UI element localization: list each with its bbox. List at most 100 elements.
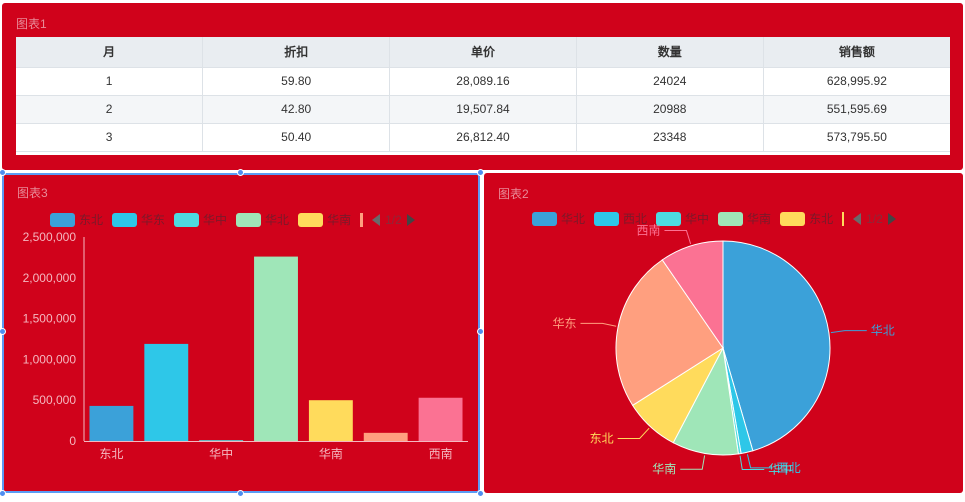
legend-overflow-swatch — [842, 211, 845, 226]
resize-handle[interactable] — [477, 490, 484, 497]
legend-item[interactable]: 华东 — [112, 211, 165, 228]
legend-pager: 1/2 — [372, 213, 415, 227]
legend-swatch — [532, 211, 557, 226]
chart-legend: 东北 华东 华中 华北 华南 1/2 — [50, 211, 415, 228]
table-cell: 573,795.50 — [763, 123, 950, 152]
pie-slice-西南[interactable] — [661, 240, 724, 350]
bar-西北[interactable] — [363, 432, 408, 441]
table-cell: 2 — [16, 95, 204, 124]
bar-华北[interactable] — [254, 256, 298, 441]
legend-label: 华北 — [265, 213, 290, 227]
resize-handle[interactable] — [237, 169, 244, 176]
prev-page-icon[interactable] — [853, 212, 862, 225]
legend-item[interactable]: 华北 — [532, 210, 585, 227]
next-page-icon[interactable] — [406, 213, 415, 226]
pie-label-line — [580, 322, 617, 327]
prev-page-icon[interactable] — [372, 213, 381, 226]
bar-华东[interactable] — [144, 343, 189, 441]
pie-slice-华北[interactable] — [722, 240, 831, 452]
chart-panel-2[interactable]: 图表2 华北 西北 华中 华南 东北 1/2 华北 西北 华中 华南 东北 华东 西南 — [484, 173, 963, 493]
pie-label: 西北 — [777, 461, 801, 475]
y-tick-label: 1,500,000 — [23, 312, 77, 326]
table-cell: 50.40 — [202, 123, 391, 152]
next-page-icon[interactable] — [887, 212, 896, 225]
legend-label: 西北 — [623, 212, 648, 226]
pie-label-line — [739, 455, 765, 470]
pie-label: 西南 — [636, 223, 660, 238]
x-tick-label: 华中 — [209, 446, 233, 461]
table-cell: 59.80 — [202, 67, 391, 96]
table-row: 3 50.40 26,812.40 23348 573,795.50 — [16, 123, 950, 152]
legend-swatch — [594, 211, 620, 226]
pie-label-line — [680, 455, 706, 470]
pie-label-line — [830, 330, 867, 334]
legend-swatch — [656, 211, 682, 226]
chart-panel-3[interactable]: 图表3 东北 华东 华中 华北 华南 1/2 0 500,000 1,000,000… — [2, 173, 480, 493]
resize-handle[interactable] — [0, 490, 6, 497]
legend-label: 华中 — [203, 213, 228, 227]
legend-page-indicator: 1/2 — [385, 212, 402, 227]
column-header-unit-price[interactable]: 单价 — [389, 37, 577, 68]
table-header-row: 月 折扣 单价 数量 销售额 — [16, 37, 950, 68]
column-header-quantity[interactable]: 数量 — [576, 37, 764, 68]
legend-swatch — [780, 211, 806, 226]
legend-item[interactable]: 西北 — [594, 210, 647, 227]
y-tick-label: 0 — [69, 434, 76, 448]
table-cell: 551,595.69 — [763, 95, 950, 124]
table-cell: 19,507.84 — [389, 95, 577, 124]
bar-西南[interactable] — [418, 397, 463, 441]
legend-label: 华中 — [685, 212, 710, 226]
legend-swatch — [718, 211, 744, 226]
panel-title: 图表2 — [498, 187, 529, 201]
chart-panel-1[interactable]: 图表1 月 折扣 单价 数量 销售额 1 59.80 28,08 — [2, 3, 963, 170]
y-tick-label: 500,000 — [33, 393, 77, 407]
pie-label: 华北 — [871, 324, 895, 338]
column-header-discount[interactable]: 折扣 — [202, 37, 391, 68]
y-tick-label: 1,000,000 — [23, 352, 77, 366]
legend-item[interactable]: 华中 — [174, 211, 227, 228]
resize-handle[interactable] — [0, 169, 6, 176]
legend-item[interactable]: 华北 — [236, 211, 289, 228]
resize-handle[interactable] — [0, 328, 6, 335]
y-tick-label: 2,000,000 — [23, 271, 77, 285]
pie-label: 华东 — [552, 316, 576, 330]
table-cell: 24024 — [576, 67, 764, 96]
x-tick-label: 西南 — [429, 446, 453, 461]
bar-东北[interactable] — [89, 405, 134, 441]
x-tick-label: 华南 — [319, 446, 343, 461]
legend-label: 华南 — [327, 213, 352, 227]
table-cell: 20988 — [576, 95, 764, 124]
legend-overflow-swatch — [360, 212, 364, 227]
resize-handle[interactable] — [237, 490, 244, 497]
pie-label: 华中 — [768, 461, 792, 476]
legend-label: 东北 — [79, 213, 104, 227]
resize-handle[interactable] — [477, 169, 484, 176]
legend-swatch — [174, 212, 200, 227]
legend-label: 东北 — [809, 212, 834, 226]
pie-label: 华南 — [652, 461, 676, 476]
legend-item[interactable]: 华中 — [656, 210, 709, 227]
panel-title: 图表3 — [17, 186, 48, 200]
resize-handle[interactable] — [477, 328, 484, 335]
legend-item[interactable]: 东北 — [780, 210, 833, 227]
column-header-sales[interactable]: 销售额 — [763, 37, 950, 68]
legend-item[interactable]: 华南 — [718, 210, 771, 227]
legend-item[interactable]: 东北 — [50, 211, 103, 228]
pie-label-line — [746, 454, 773, 469]
legend-swatch — [236, 212, 262, 227]
legend-swatch — [112, 212, 138, 227]
bar-华中[interactable] — [199, 440, 244, 441]
table-cell: 628,995.92 — [763, 67, 950, 96]
column-header-month[interactable]: 月 — [16, 37, 204, 68]
legend-pager: 1/2 — [853, 212, 896, 226]
bar-华南[interactable] — [308, 400, 353, 441]
legend-label: 华北 — [561, 212, 586, 226]
legend-item[interactable]: 华南 — [298, 211, 351, 228]
data-table[interactable]: 月 折扣 单价 数量 销售额 1 59.80 28,089.16 24024 6… — [16, 37, 950, 155]
table-cell: 3 — [16, 123, 204, 152]
pie-slice-华东[interactable] — [615, 259, 724, 407]
table-cell: 28,089.16 — [389, 67, 577, 96]
y-tick-label: 2,500,000 — [23, 230, 77, 244]
